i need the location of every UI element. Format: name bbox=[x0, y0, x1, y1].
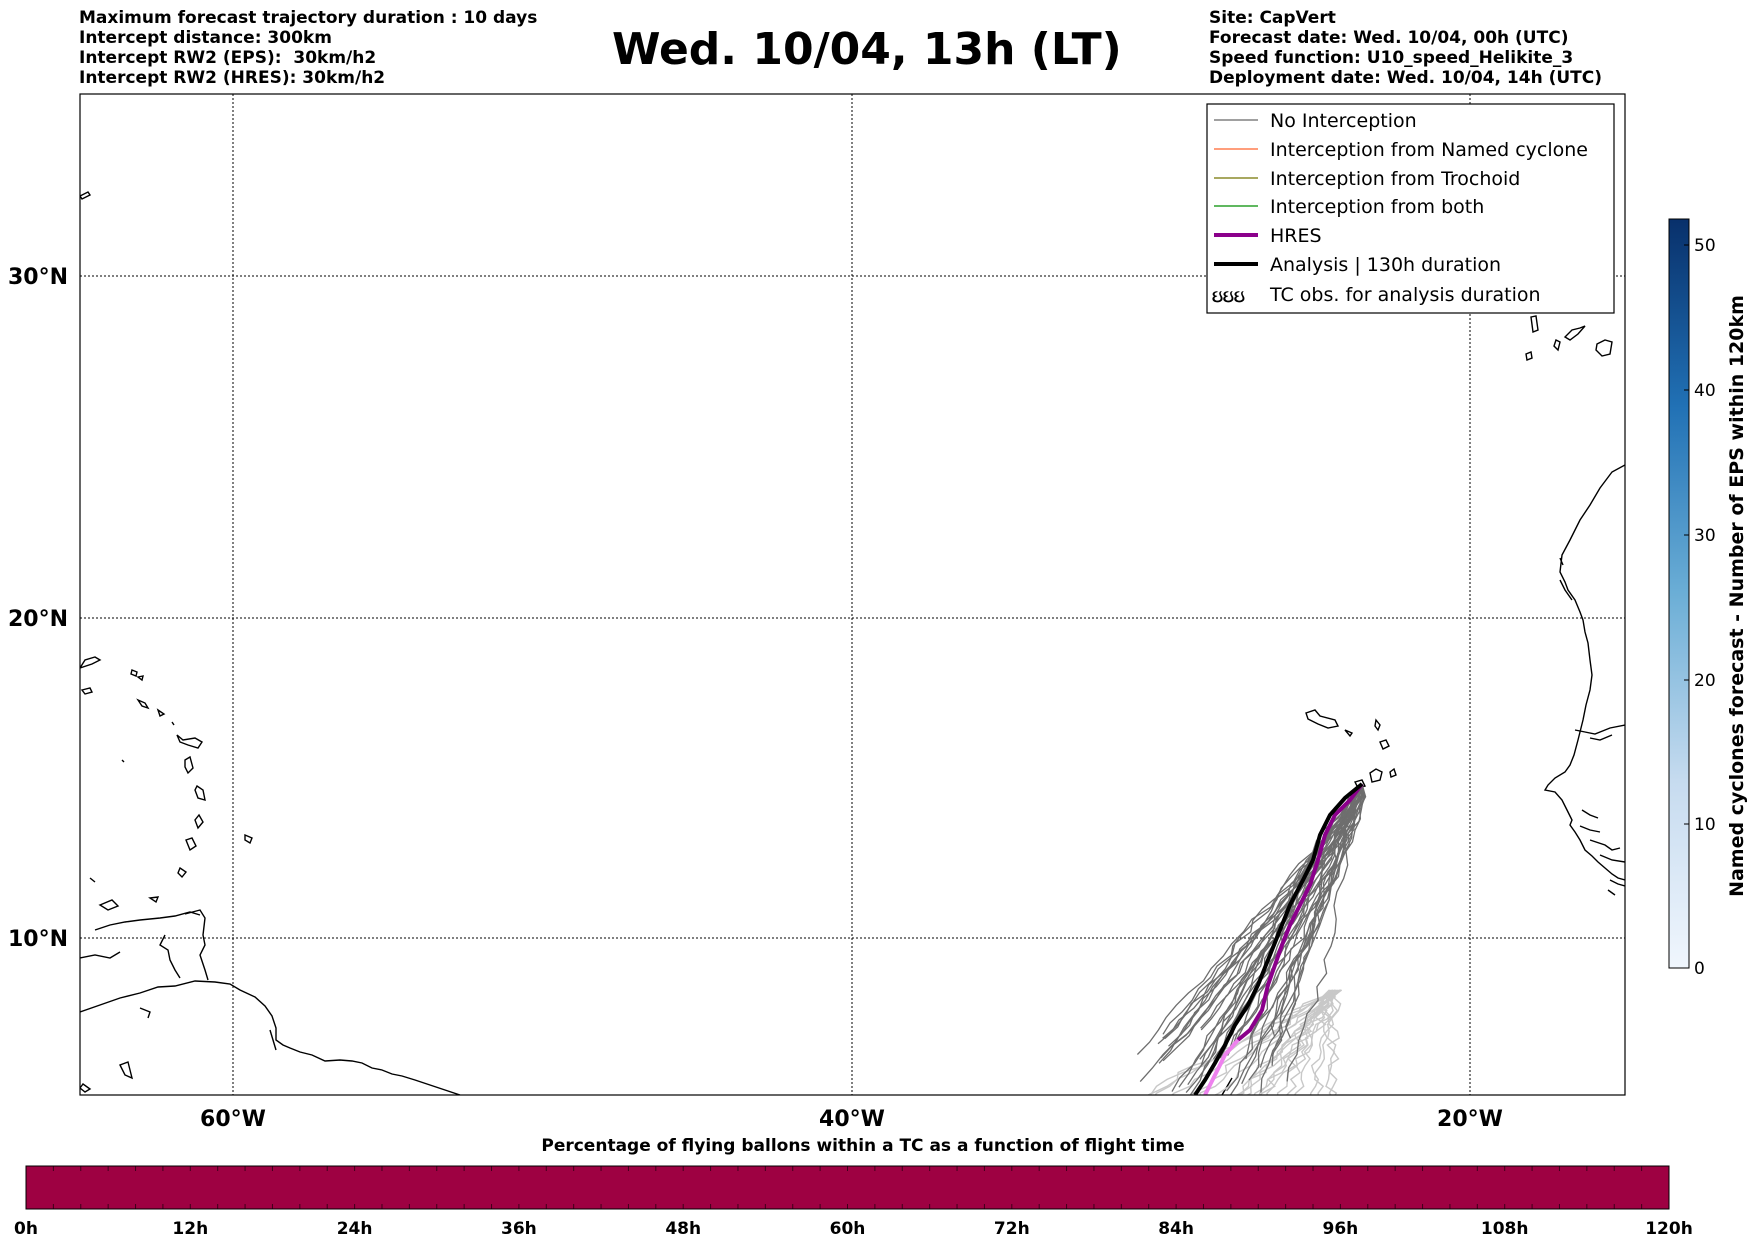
legend-label: HRES bbox=[1270, 225, 1322, 247]
legend-label: TC obs. for analysis duration bbox=[1269, 284, 1541, 306]
colorbar-bottom-tick-label: 0h bbox=[14, 1219, 38, 1239]
ensemble-trajectory-tail bbox=[1326, 989, 1340, 1095]
header-left: Maximum forecast trajectory duration : 1… bbox=[79, 8, 537, 88]
page-title: Wed. 10/04, 13h (LT) bbox=[612, 24, 1122, 75]
south-america-coast bbox=[80, 980, 461, 1095]
ensemble-trajectory-tail bbox=[1237, 989, 1336, 1095]
colorbar-tick: 10 bbox=[1694, 815, 1716, 835]
analysis-trajectory bbox=[1193, 782, 1364, 1095]
trajectories bbox=[1136, 782, 1367, 1095]
ensemble-trajectory bbox=[1164, 783, 1363, 1040]
axis-labels: 30°N 20°N 10°N 60°W 40°W 20°W bbox=[8, 265, 1503, 1132]
colorbar-right-label: Named cyclones forecast - Number of EPS … bbox=[1726, 295, 1748, 897]
colorbar-right: 50 40 30 20 10 0 Named cyclones forecast… bbox=[1668, 218, 1748, 979]
colorbar-bottom-tick-label: 24h bbox=[337, 1219, 373, 1239]
colorbar-bottom-title: Percentage of flying ballons within a TC… bbox=[541, 1136, 1184, 1156]
ensemble-trajectory bbox=[1271, 783, 1365, 1057]
header-left-line: Intercept distance: 300km bbox=[79, 28, 332, 48]
ensemble-trajectory-tail bbox=[1325, 989, 1342, 1095]
header-left-line: Intercept RW2 (HRES): 30km/h2 bbox=[79, 68, 386, 88]
colorbar-bottom-tick-label: 84h bbox=[1158, 1219, 1194, 1239]
ensemble-trajectory-tail bbox=[1309, 989, 1339, 1095]
colorbar-bottom-tick-label: 120h bbox=[1645, 1219, 1693, 1239]
tc-obs-symbol-icon: ઇઇઇ bbox=[1212, 287, 1245, 307]
ensemble-trajectory bbox=[1271, 783, 1367, 1066]
ensemble-trajectory-tail bbox=[1266, 989, 1334, 1095]
colorbar-bottom-fill bbox=[25, 1165, 1670, 1210]
lon-label: 60°W bbox=[200, 1107, 266, 1132]
colorbar-bottom-tick-label: 36h bbox=[501, 1219, 537, 1239]
colorbar-tick: 30 bbox=[1694, 526, 1716, 546]
legend-label: Analysis | 130h duration bbox=[1270, 254, 1501, 276]
ensemble-trajectory bbox=[1226, 783, 1363, 1092]
header-left-line: Intercept RW2 (EPS): 30km/h2 bbox=[79, 48, 377, 68]
header-right: Site: CapVert Forecast date: Wed. 10/04,… bbox=[1209, 8, 1602, 88]
legend-label: Interception from both bbox=[1270, 196, 1484, 218]
lon-label: 20°W bbox=[1437, 1107, 1503, 1132]
colorbar-bottom-tick-label: 96h bbox=[1323, 1219, 1359, 1239]
hres-trajectory bbox=[1236, 782, 1364, 1042]
ensemble-trajectory-tail bbox=[1170, 989, 1341, 1095]
header-right-line: Forecast date: Wed. 10/04, 00h (UTC) bbox=[1209, 28, 1569, 48]
header-right-line: Deployment date: Wed. 10/04, 14h (UTC) bbox=[1209, 68, 1603, 88]
header-right-line: Speed function: U10_speed_Helikite_3 bbox=[1209, 48, 1574, 68]
lat-label: 20°N bbox=[8, 607, 68, 632]
ensemble-trajectory bbox=[1229, 783, 1363, 1095]
ensemble-trajectory bbox=[1136, 783, 1363, 1055]
colorbar-bottom-tick-label: 48h bbox=[665, 1219, 701, 1239]
header-right-line: Site: CapVert bbox=[1209, 8, 1336, 28]
ensemble-trajectory bbox=[1284, 783, 1363, 1039]
ensemble-trajectory bbox=[1254, 783, 1363, 1027]
colorbar-bottom-tick-label: 108h bbox=[1481, 1219, 1529, 1239]
legend-label: Interception from Trochoid bbox=[1270, 168, 1520, 190]
graticule bbox=[80, 94, 1625, 1095]
ensemble-trajectory bbox=[1162, 783, 1363, 1039]
lat-label: 30°N bbox=[8, 265, 68, 290]
colorbar-right-fill bbox=[1668, 218, 1690, 969]
colorbar-bottom-tick-label: 72h bbox=[994, 1219, 1030, 1239]
map-frame bbox=[79, 93, 1626, 1096]
ensemble-trajectory bbox=[1169, 783, 1363, 1048]
legend-label: No Interception bbox=[1270, 110, 1417, 132]
lon-label: 40°W bbox=[819, 1107, 885, 1132]
ensemble-trajectory-tail bbox=[1258, 989, 1342, 1095]
colorbar-tick: 20 bbox=[1694, 671, 1716, 691]
coastlines bbox=[80, 191, 1625, 1095]
colorbar-tick: 40 bbox=[1694, 381, 1716, 401]
colorbar-tick: 50 bbox=[1694, 236, 1716, 256]
colorbar-bottom-tick-label: 12h bbox=[172, 1219, 208, 1239]
africa-coast bbox=[1543, 464, 1625, 881]
header-left-line: Maximum forecast trajectory duration : 1… bbox=[79, 8, 538, 28]
legend-label: Interception from Named cyclone bbox=[1270, 139, 1588, 161]
hres-trajectory-tail bbox=[1203, 1038, 1240, 1095]
colorbar-bottom-tick-label: 60h bbox=[830, 1219, 866, 1239]
legend-box bbox=[1206, 103, 1615, 314]
colorbar-tick: 0 bbox=[1694, 959, 1705, 979]
legend: No Interception Interception from Named … bbox=[1206, 103, 1615, 314]
colorbar-bottom: Percentage of flying ballons within a TC… bbox=[14, 1136, 1693, 1239]
lat-label: 10°N bbox=[8, 927, 68, 952]
